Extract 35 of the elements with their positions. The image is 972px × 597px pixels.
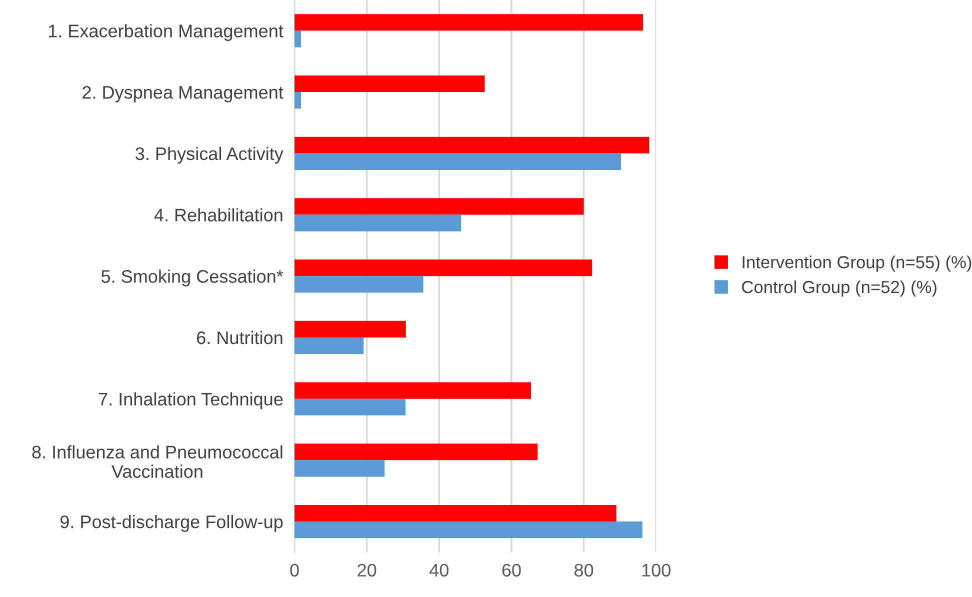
y-tick-label: 3. Physical Activity (136, 146, 284, 164)
bar (294, 136, 650, 154)
legend-label: Control Group (n=52) (%) (742, 280, 936, 297)
bar (294, 276, 424, 293)
x-tick-label: 20 (358, 564, 376, 577)
y-tick-label: 4. Rehabilitation (154, 208, 282, 222)
y-tick-label: 6. Nutrition (197, 330, 282, 344)
bar (294, 260, 592, 276)
bar (294, 214, 462, 232)
bar (294, 198, 584, 215)
y-tick-label: 7. Inhalation Technique (98, 392, 283, 410)
bar (294, 444, 538, 460)
bar (294, 320, 406, 338)
bar (294, 75, 485, 92)
x-tick-label: 40 (430, 564, 448, 577)
legend-label: Intervention Group (n=55) (%) (742, 256, 972, 272)
bar (294, 460, 385, 477)
bar (294, 398, 406, 416)
y-tick-label: 5. Smoking Cessation* (101, 270, 284, 286)
y-tick-label: 9. Post-discharge Follow-up (60, 515, 283, 532)
bar (294, 382, 531, 399)
bar (294, 504, 616, 522)
y-tick-label: 8. Influenza and Pneumococcal Vaccination (32, 445, 282, 478)
bar (294, 14, 644, 31)
y-tick-label: 2. Dyspnea Management (82, 86, 284, 102)
bar (294, 92, 302, 109)
x-tick-label: 60 (502, 564, 521, 577)
bar (294, 337, 364, 354)
x-tick-label: 80 (574, 564, 594, 577)
x-tick-label: 100 (642, 564, 670, 577)
y-tick-label: 1. Exacerbation Management (48, 24, 284, 41)
bar (294, 30, 302, 48)
x-tick-label: 0 (290, 564, 299, 577)
bar (294, 522, 642, 538)
bar (294, 153, 622, 170)
